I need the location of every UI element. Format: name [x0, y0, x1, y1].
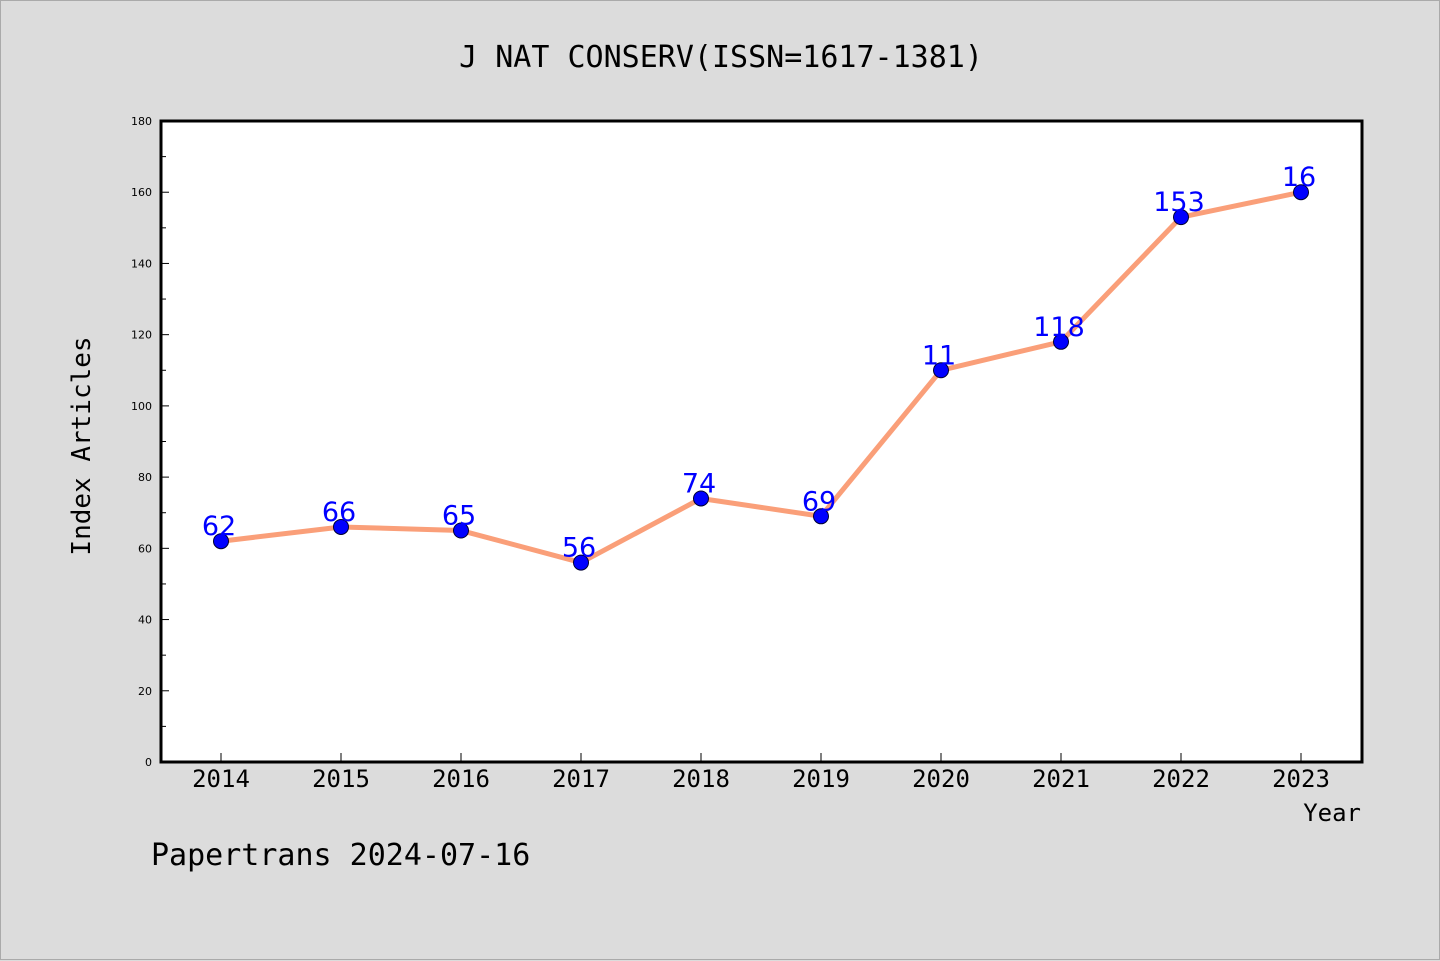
y-tick-label: 20	[138, 685, 152, 698]
y-tick-label: 0	[145, 756, 152, 769]
x-tick-label: 2020	[912, 765, 970, 793]
x-tick-label: 2018	[672, 765, 730, 793]
y-axis-ticks: 0 20 40 60 80 100 120 140 160 180	[131, 115, 169, 769]
data-point	[333, 518, 349, 535]
data-point	[1173, 209, 1189, 226]
data-labels: 62 66 65 56 74 69 11 118 153 16	[202, 162, 1316, 563]
data-point	[1293, 184, 1309, 201]
x-axis-ticks: 2014 2015 2016 2017 2018 2019 2020 2021 2022 2023	[192, 753, 1330, 793]
x-tick-label: 2023	[1272, 765, 1330, 793]
data-label: 74	[682, 468, 716, 499]
data-label: 66	[322, 497, 356, 528]
series-line	[220, 189, 1302, 566]
y-tick-label: 180	[131, 115, 152, 128]
y-tick-label: 40	[138, 614, 152, 627]
data-label: 118	[1033, 312, 1085, 343]
data-point	[213, 533, 229, 550]
x-tick-label: 2021	[1032, 765, 1090, 793]
data-label: 62	[202, 511, 236, 542]
y-tick-label: 100	[131, 400, 152, 413]
footer-text: Papertrans 2024-07-16	[151, 838, 530, 873]
x-tick-label: 2016	[432, 765, 490, 793]
x-tick-label: 2015	[312, 765, 370, 793]
chart-title: J NAT CONSERV(ISSN=1617-1381)	[459, 40, 983, 75]
x-tick-label: 2022	[1152, 765, 1210, 793]
data-point	[1053, 333, 1069, 350]
x-tick-label: 2014	[192, 765, 250, 793]
data-points	[213, 184, 1309, 571]
x-axis-label: Year	[1303, 799, 1361, 827]
data-point	[573, 554, 589, 571]
y-tick-label: 120	[131, 329, 152, 342]
y-tick-label: 60	[138, 542, 152, 555]
data-label: 16	[1282, 162, 1316, 193]
data-label: 69	[802, 486, 836, 517]
y-tick-label: 80	[138, 471, 152, 484]
y-axis-label: Index Articles	[67, 336, 97, 555]
data-point	[933, 362, 949, 379]
data-label: 153	[1153, 187, 1205, 218]
plot-area	[159, 119, 1364, 764]
x-tick-label: 2019	[792, 765, 850, 793]
x-tick-label: 2017	[552, 765, 610, 793]
data-label: 11	[922, 340, 956, 371]
y-tick-label: 140	[131, 257, 152, 270]
data-label: 65	[442, 501, 476, 532]
data-point	[693, 490, 709, 507]
data-label: 56	[562, 533, 596, 564]
y-tick-label: 160	[131, 186, 152, 199]
data-point	[453, 522, 469, 539]
data-point	[813, 508, 829, 525]
